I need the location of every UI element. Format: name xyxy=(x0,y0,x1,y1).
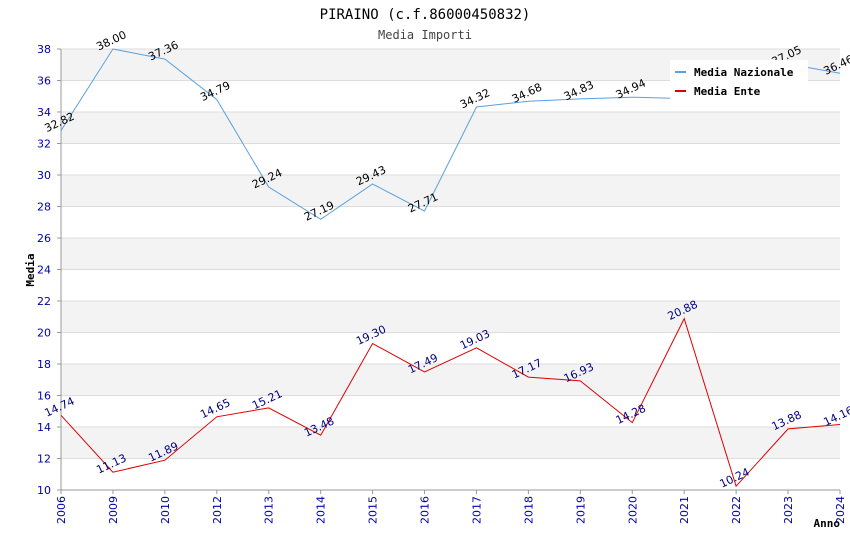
y-tick-label: 30 xyxy=(37,169,51,182)
grid-band xyxy=(61,175,840,207)
x-tick-label: 2013 xyxy=(263,496,276,524)
data-label: 34.83 xyxy=(562,78,596,103)
x-tick-label: 2020 xyxy=(626,496,639,524)
data-label: 14.28 xyxy=(614,402,648,427)
y-tick-label: 20 xyxy=(37,327,51,340)
x-tick-label: 2018 xyxy=(522,496,535,524)
y-tick-label: 12 xyxy=(37,453,51,466)
y-tick-label: 18 xyxy=(37,358,51,371)
x-tick-label: 2023 xyxy=(782,496,795,524)
x-tick-label: 2022 xyxy=(730,496,743,524)
x-tick-label: 2024 xyxy=(834,496,847,524)
grid-band xyxy=(61,364,840,396)
grid-band xyxy=(61,112,840,144)
x-tick-label: 2014 xyxy=(315,496,328,524)
y-tick-label: 34 xyxy=(37,106,51,119)
x-tick-label: 2016 xyxy=(419,496,432,524)
chart-subtitle: Media Importi xyxy=(378,28,472,42)
y-tick-label: 36 xyxy=(37,75,51,88)
x-tick-label: 2009 xyxy=(107,496,120,524)
x-tick-labels: 2006 2009 2010 2012 2013 2014 2015 2016 2017 2018… xyxy=(55,496,847,524)
chart-title: PIRAINO (c.f.86000450832) xyxy=(320,7,531,23)
x-tick-label: 2010 xyxy=(159,496,172,524)
axes xyxy=(57,48,841,494)
grid-lines xyxy=(61,48,840,491)
data-label: 34.79 xyxy=(198,79,232,104)
y-tick-label: 28 xyxy=(37,201,51,214)
grid-band xyxy=(61,427,840,459)
legend: Media Nazionale Media Ente xyxy=(670,60,808,102)
y-tick-label: 38 xyxy=(37,43,51,56)
x-tick-label: 2017 xyxy=(470,496,483,524)
series-line-media-ente xyxy=(60,317,841,488)
x-tick-label: 2021 xyxy=(678,496,691,524)
grid-band xyxy=(61,238,840,270)
data-label: 10.24 xyxy=(718,465,752,490)
y-axis-label: Media xyxy=(24,253,37,286)
legend-label: Media Ente xyxy=(694,85,761,98)
grid-bands xyxy=(61,49,840,459)
y-tick-label: 10 xyxy=(37,484,51,497)
y-tick-labels: 10 12 14 16 18 20 22 24 26 28 30 32 34 36 38 xyxy=(37,43,51,497)
y-tick-label: 14 xyxy=(37,421,51,434)
y-tick-label: 26 xyxy=(37,232,51,245)
y-tick-label: 16 xyxy=(37,390,51,403)
legend-box xyxy=(670,60,808,102)
y-tick-label: 22 xyxy=(37,295,51,308)
x-tick-label: 2012 xyxy=(211,496,224,524)
y-tick-label: 32 xyxy=(37,138,51,151)
grid-band xyxy=(61,301,840,333)
y-tick-label: 24 xyxy=(37,264,51,277)
x-tick-label: 2019 xyxy=(574,496,587,524)
x-tick-label: 2015 xyxy=(367,496,380,524)
legend-label: Media Nazionale xyxy=(694,66,794,79)
x-axis-label: Anno xyxy=(814,517,841,530)
x-tick-label: 2006 xyxy=(55,496,68,524)
data-label: 34.32 xyxy=(458,86,492,111)
